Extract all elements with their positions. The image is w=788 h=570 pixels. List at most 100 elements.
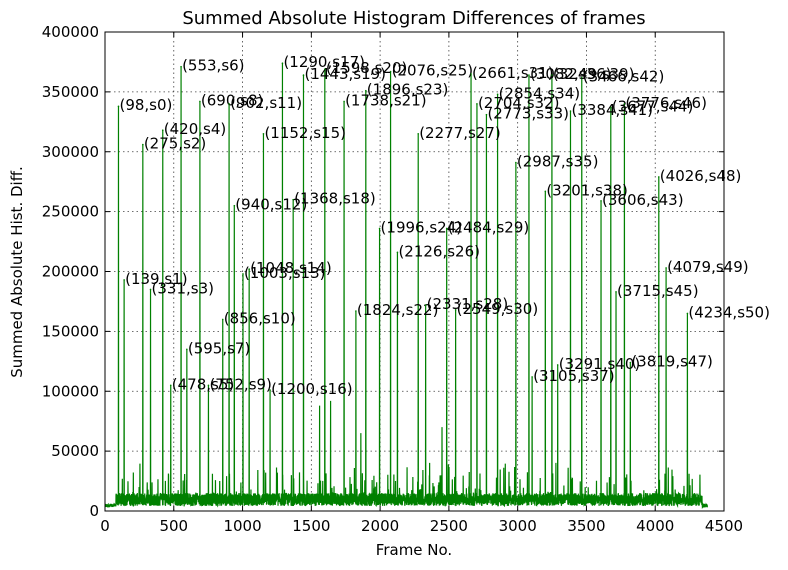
peak-point-43	[600, 200, 602, 202]
peak-label-26: (2126,s26)	[398, 242, 480, 260]
peak-point-22	[355, 310, 357, 312]
peak-point-38	[544, 190, 547, 193]
peak-label-31: (2661,s31)	[472, 64, 554, 82]
peak-point-10	[221, 318, 224, 321]
peak-label-42: (3466,s42)	[583, 68, 665, 86]
peak-point-35	[515, 161, 517, 164]
peak-label-37: (3105,s37)	[533, 367, 615, 385]
peak-label-17: (1290,s17)	[283, 53, 365, 71]
x-tick-label-7: 3500	[567, 517, 605, 535]
peak-point-27	[417, 132, 420, 135]
peak-point-40	[556, 364, 559, 366]
series-line	[104, 63, 708, 510]
peak-label-2: (275,s2)	[144, 135, 206, 153]
peak-point-18	[292, 198, 294, 201]
peak-point-15	[262, 132, 265, 135]
peak-point-37	[531, 376, 533, 378]
peak-point-3	[149, 288, 152, 291]
peak-point-24	[378, 227, 381, 230]
x-tick-label-9: 4500	[705, 517, 743, 535]
peak-point-6	[180, 65, 182, 68]
peak-point-49	[665, 267, 667, 269]
peak-point-28	[424, 304, 427, 306]
peak-point-13	[242, 273, 244, 275]
peak-label-14: (1048,s14)	[250, 259, 332, 277]
peak-point-21	[343, 100, 345, 103]
y-tick-label-6: 300000	[42, 143, 99, 161]
y-tick-label-7: 350000	[42, 83, 99, 101]
peak-point-0	[117, 105, 120, 108]
y-tick-label-2: 100000	[42, 382, 99, 400]
peak-label-40: (3291,s40)	[559, 355, 641, 373]
peak-label-10: (856,s10)	[224, 309, 296, 327]
peak-label-21: (1738,s21)	[345, 91, 427, 109]
peak-point-50	[686, 312, 689, 315]
peak-label-15: (1152,s15)	[264, 124, 346, 142]
peak-label-7: (595,s7)	[188, 339, 250, 357]
y-tick-label-8: 400000	[42, 23, 99, 41]
peak-label-12: (940,s12)	[235, 196, 307, 214]
chart-title: Summed Absolute Histogram Differences of…	[182, 8, 645, 29]
peak-point-19	[302, 74, 305, 76]
peak-point-12	[233, 204, 236, 207]
axis-ticks: 0 500 1000 1500 2000 2500 3000 3500 4000 4500 0 500…	[42, 23, 743, 535]
peak-label-45: (3715,s45)	[617, 282, 699, 300]
peak-label-38: (3201,s38)	[546, 181, 628, 199]
peak-point-8	[199, 100, 201, 103]
peak-label-23: (1896,s23)	[367, 81, 449, 99]
peak-annotations: (98,s0)(139,s1)(275,s2)(331,s3)(420,s4)(…	[117, 53, 770, 398]
y-tick-label-1: 50000	[51, 442, 99, 460]
peak-point-39	[551, 74, 553, 76]
peak-point-48	[657, 176, 660, 178]
peak-label-36: (3082,s36)	[530, 65, 612, 83]
peak-label-18: (1368,s18)	[294, 190, 376, 208]
peak-label-50: (4234,s50)	[688, 303, 770, 321]
peak-point-2	[142, 143, 144, 146]
peak-point-36	[528, 74, 530, 76]
peak-label-3: (331,s3)	[152, 279, 214, 297]
peak-point-29	[445, 227, 448, 230]
peak-label-5: (478,s5)	[172, 375, 234, 393]
peak-label-32: (2704,s32)	[478, 94, 560, 112]
peak-point-41	[569, 110, 572, 112]
x-tick-label-0: 0	[100, 517, 110, 535]
peak-point-23	[365, 89, 367, 92]
y-tick-label-0: 0	[89, 502, 99, 520]
peak-label-9: (752,s9)	[209, 375, 271, 393]
peak-label-44: (3677,s44)	[612, 97, 694, 115]
peak-label-13: (1003,s13)	[244, 264, 326, 282]
peak-label-16: (1200,s16)	[271, 380, 353, 398]
x-tick-label-2: 1000	[223, 517, 261, 535]
peak-label-49: (4079,s49)	[667, 258, 749, 276]
x-tick-label-3: 1500	[292, 517, 330, 535]
peak-label-25: (2076,s25)	[392, 62, 474, 80]
peak-point-7	[186, 348, 188, 351]
plot-area	[104, 63, 708, 510]
peak-label-34: (2854,s34)	[499, 84, 581, 102]
peak-label-41: (3384,s41)	[571, 101, 653, 119]
x-tick-label-8: 4000	[636, 517, 674, 535]
peak-point-1	[123, 279, 125, 281]
peak-label-20: (1598,s20)	[326, 59, 408, 77]
peak-point-9	[207, 384, 210, 387]
peak-point-20	[324, 68, 326, 70]
x-tick-label-6: 3000	[499, 517, 537, 535]
peak-label-39: (3249,s39)	[553, 65, 635, 83]
x-axis-label: Frame No.	[376, 541, 452, 559]
peak-point-16	[269, 389, 271, 391]
peak-label-33: (2773,s33)	[487, 105, 569, 123]
peak-point-4	[161, 129, 164, 131]
peak-point-45	[615, 291, 617, 293]
peak-label-46: (3776,s46)	[625, 94, 707, 112]
peak-label-22: (1824,s22)	[357, 301, 439, 319]
peak-point-34	[496, 93, 499, 96]
peak-point-33	[485, 113, 488, 116]
peak-label-43: (3606,s43)	[602, 191, 684, 209]
peak-label-11: (902,s11)	[230, 94, 302, 112]
x-tick-label-5: 2500	[430, 517, 468, 535]
peak-point-11	[228, 103, 230, 105]
y-tick-label-5: 250000	[42, 203, 99, 221]
peak-label-28: (2331,s28)	[427, 295, 509, 313]
x-tick-label-1: 500	[159, 517, 188, 535]
